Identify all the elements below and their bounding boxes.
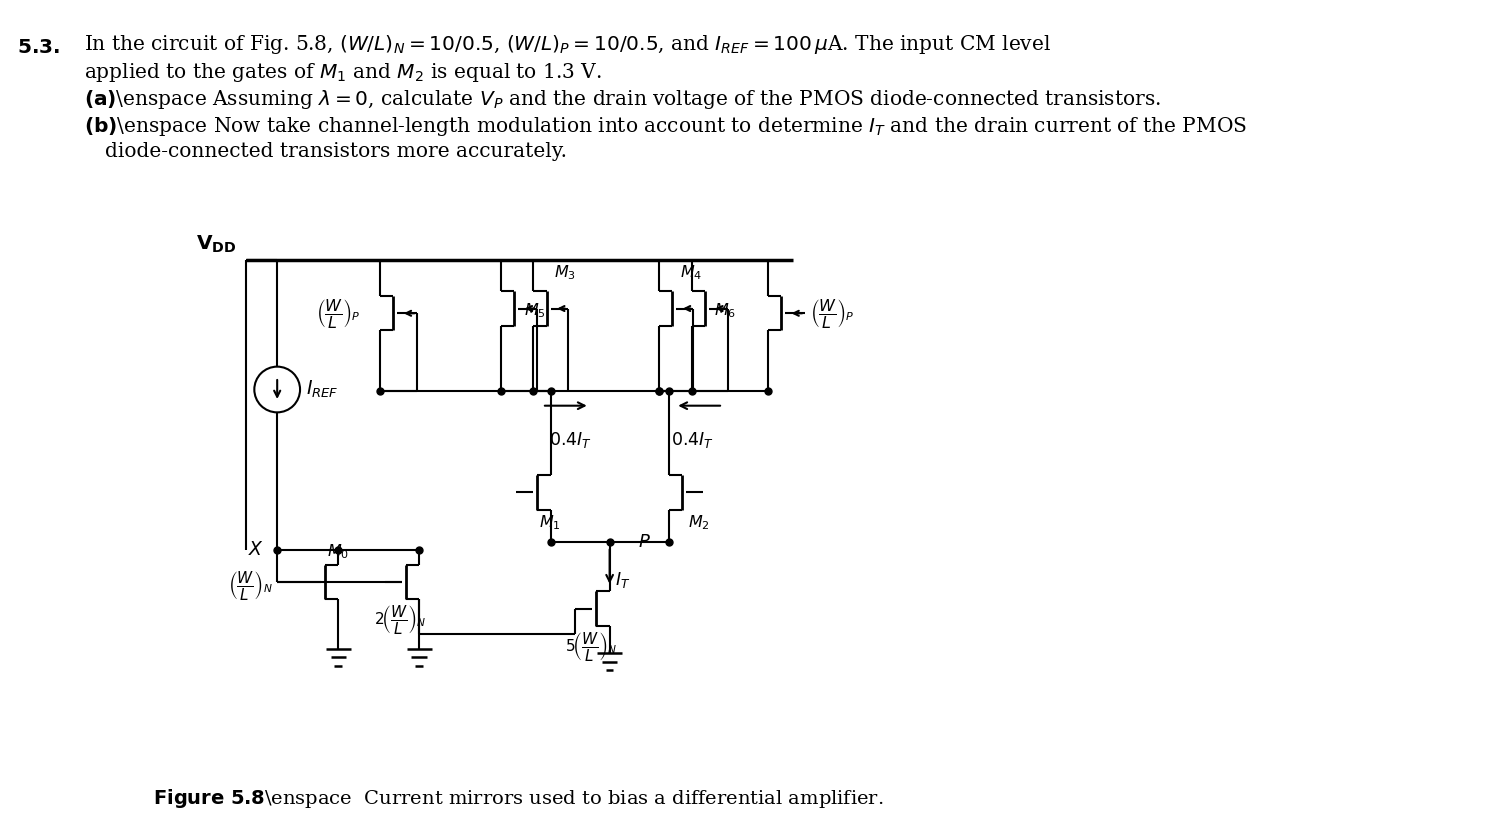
- Text: $\mathbf{V_{DD}}$: $\mathbf{V_{DD}}$: [195, 234, 236, 255]
- Text: $M_0$: $M_0$: [327, 542, 348, 561]
- Text: $M_5$: $M_5$: [524, 301, 546, 320]
- Text: $M_6$: $M_6$: [714, 301, 737, 320]
- Text: $\left(\dfrac{W}{L}\right)_P$: $\left(\dfrac{W}{L}\right)_P$: [315, 297, 360, 330]
- Text: $5\!\left(\dfrac{W}{L}\right)_N$: $5\!\left(\dfrac{W}{L}\right)_N$: [564, 629, 617, 663]
- Text: $M_3$: $M_3$: [554, 263, 576, 282]
- Text: $\mathbf{(a)}$\enspace Assuming $\lambda = 0$, calculate $V_P$ and the drain vol: $\mathbf{(a)}$\enspace Assuming $\lambda…: [84, 88, 1160, 112]
- Text: $\left(\dfrac{W}{L}\right)_N$: $\left(\dfrac{W}{L}\right)_N$: [228, 569, 272, 602]
- Text: $\mathbf{(b)}$\enspace Now take channel-length modulation into account to determ: $\mathbf{(b)}$\enspace Now take channel-…: [84, 115, 1247, 138]
- Text: $M_2$: $M_2$: [687, 513, 710, 532]
- Text: $M_1$: $M_1$: [539, 513, 561, 532]
- Text: $0.4I_T$: $0.4I_T$: [549, 430, 591, 450]
- Text: $M_4$: $M_4$: [680, 263, 702, 282]
- Text: diode-connected transistors more accurately.: diode-connected transistors more accurat…: [105, 142, 567, 161]
- Text: $I_{REF}$: $I_{REF}$: [306, 379, 338, 400]
- Text: $\mathbf{Figure\ 5.8}$\enspace  Current mirrors used to bias a differential ampl: $\mathbf{Figure\ 5.8}$\enspace Current m…: [153, 787, 884, 810]
- Text: In the circuit of Fig. 5.8, $(W/L)_N = 10/0.5$, $(W/L)_P = 10/0.5$, and $I_{REF}: In the circuit of Fig. 5.8, $(W/L)_N = 1…: [84, 34, 1051, 56]
- Text: $X$: $X$: [248, 540, 264, 559]
- Text: $\left(\dfrac{W}{L}\right)_P$: $\left(\dfrac{W}{L}\right)_P$: [809, 297, 854, 330]
- Text: $0.4I_T$: $0.4I_T$: [671, 430, 713, 450]
- Text: $I_T$: $I_T$: [615, 570, 630, 590]
- Text: $P$: $P$: [638, 533, 651, 551]
- Text: $\mathbf{5.3.}$: $\mathbf{5.3.}$: [17, 37, 60, 57]
- Text: applied to the gates of $M_1$ and $M_2$ is equal to 1.3 V.: applied to the gates of $M_1$ and $M_2$ …: [84, 61, 602, 84]
- Text: $2\!\left(\dfrac{W}{L}\right)_N$: $2\!\left(\dfrac{W}{L}\right)_N$: [374, 603, 426, 636]
